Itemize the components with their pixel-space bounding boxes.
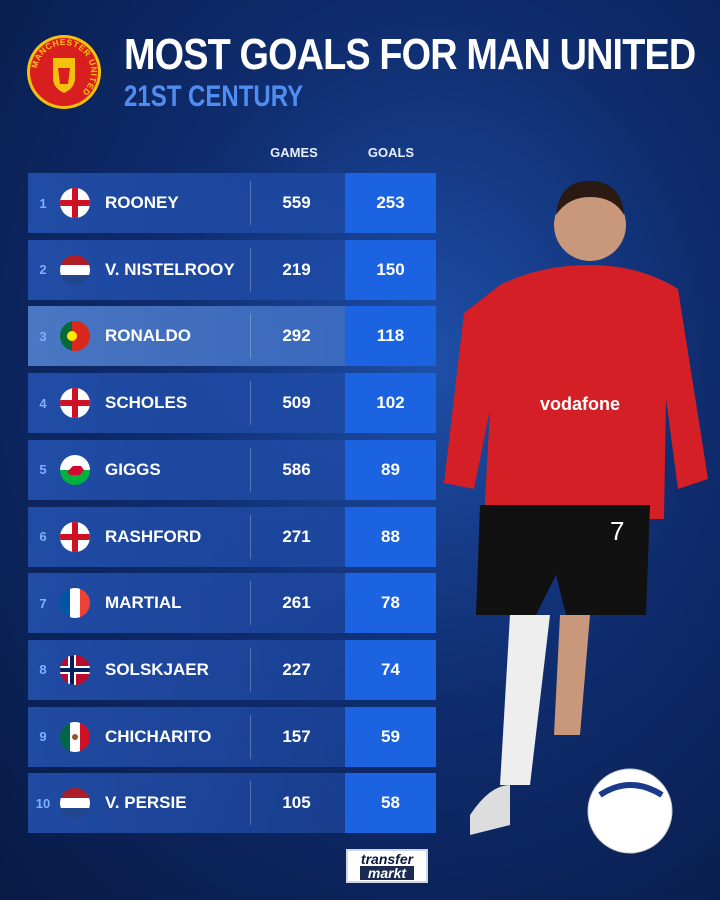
table-row: 1 ROONEY 559 253 [28, 173, 436, 233]
rank: 5 [39, 462, 47, 478]
games-value: 219 [250, 247, 342, 292]
page-title: MOST GOALS FOR MAN UNITED [124, 30, 696, 79]
england-flag-icon [60, 521, 90, 552]
table-row: 8 SOLSKJAER 227 74 [28, 639, 436, 700]
goals-value: 74 [345, 639, 436, 700]
rank: 9 [39, 729, 47, 745]
rank: 7 [39, 595, 47, 611]
england-flag-icon [60, 188, 90, 218]
rank: 10 [35, 795, 51, 811]
games-value: 292 [250, 314, 342, 359]
games-value: 105 [250, 781, 342, 826]
netherlands-flag-icon [60, 254, 90, 285]
england-flag-icon [60, 388, 90, 419]
goals-value: 253 [345, 173, 436, 233]
player-name: V. NISTELROOY [105, 259, 235, 279]
player-name: V. PERSIE [105, 793, 187, 813]
rank: 1 [39, 195, 47, 211]
netherlands-flag-icon [60, 788, 90, 819]
mexico-flag-icon [60, 721, 90, 752]
table-row: 2 V. NISTELROOY 219 150 [28, 239, 436, 300]
rank: 3 [39, 328, 47, 344]
goals-value: 150 [345, 239, 436, 300]
goals-value: 59 [345, 706, 436, 767]
page-subtitle: 21ST CENTURY [124, 80, 304, 113]
table-row: 7 MARTIAL 261 78 [28, 573, 436, 634]
games-value: 227 [250, 647, 342, 692]
player-name: GIGGS [105, 459, 161, 479]
france-flag-icon [60, 588, 90, 619]
table-row: 3 RONALDO 292 118 [28, 306, 436, 367]
goals-value: 88 [345, 506, 436, 567]
games-value: 509 [250, 381, 342, 426]
games-value: 157 [250, 714, 342, 759]
table-row: 5 GIGGS 586 89 [28, 439, 436, 500]
goals-header: GOALS [367, 145, 415, 160]
table-row: 9 CHICHARITO 157 59 [28, 706, 436, 767]
rank: 2 [39, 262, 47, 278]
shirt-sponsor: vodafone [540, 394, 620, 414]
wales-flag-icon [60, 454, 90, 485]
games-value: 271 [250, 514, 342, 559]
games-header: GAMES [270, 145, 318, 160]
table-row: 6 RASHFORD 271 88 [28, 506, 436, 567]
games-value: 559 [250, 181, 342, 225]
player-photo: vodafone 7 [444, 180, 708, 854]
games-value: 261 [250, 581, 342, 626]
player-name: MARTIAL [105, 593, 182, 613]
portugal-flag-icon [60, 321, 90, 352]
goals-value: 89 [345, 439, 436, 500]
rank: 8 [39, 662, 47, 678]
table-row: 4 SCHOLES 509 102 [28, 373, 436, 434]
player-name: RONALDO [105, 326, 191, 346]
player-name: SCHOLES [105, 393, 188, 413]
rank: 4 [39, 395, 47, 411]
goals-value: 118 [345, 306, 436, 367]
player-name: CHICHARITO [105, 726, 212, 746]
player-name: RASHFORD [105, 526, 202, 546]
manchester-united-crest: MANCHESTER UNITED [27, 35, 101, 109]
shirt-number: 7 [610, 516, 624, 546]
goals-value: 58 [345, 773, 436, 834]
transfermarkt-logo: transfer markt [346, 849, 428, 883]
player-name: ROONEY [105, 193, 179, 212]
table-row: 10 V. PERSIE 105 58 [28, 773, 436, 834]
norway-flag-icon [60, 654, 90, 685]
rank: 6 [39, 529, 47, 544]
player-name: SOLSKJAER [105, 659, 209, 679]
goals-value: 102 [345, 373, 436, 434]
games-value: 586 [250, 447, 342, 492]
goals-value: 78 [345, 573, 436, 634]
